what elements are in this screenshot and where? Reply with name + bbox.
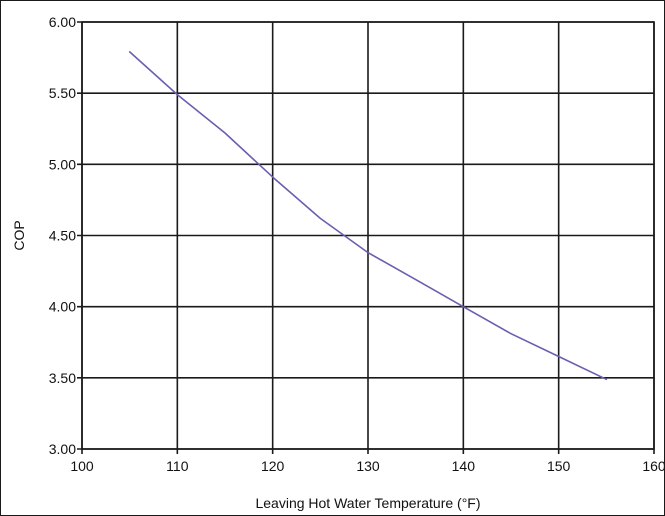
x-tick-label-110: 110 bbox=[166, 458, 189, 474]
y-tick-label-3.00: 3.00 bbox=[49, 441, 76, 457]
plot-border-layer bbox=[81, 21, 655, 450]
y-tick-label-4.50: 4.50 bbox=[49, 228, 76, 244]
x-axis-label: Leaving Hot Water Temperature (°F) bbox=[255, 495, 480, 511]
series-line-0 bbox=[128, 51, 608, 381]
x-tick-label-100: 100 bbox=[70, 458, 94, 474]
y-tick-label-5.00: 5.00 bbox=[49, 156, 76, 172]
y-tick-label-6.00: 6.00 bbox=[49, 14, 76, 30]
x-tick-label-150: 150 bbox=[547, 458, 571, 474]
grid bbox=[77, 21, 655, 454]
x-tick-label-120: 120 bbox=[261, 458, 285, 474]
y-tick-label-5.50: 5.50 bbox=[49, 85, 76, 101]
x-tick-label-130: 130 bbox=[356, 458, 380, 474]
plot-border bbox=[81, 21, 655, 450]
series-layer bbox=[128, 51, 608, 381]
y-tick-label-3.50: 3.50 bbox=[49, 370, 76, 386]
x-tick-label-160: 160 bbox=[642, 458, 664, 474]
tick-labels: 100 110 120 130 140 150 160 3.00 3.50 4.00 4.50 5.0… bbox=[49, 14, 664, 474]
x-tick-label-140: 140 bbox=[452, 458, 476, 474]
y-axis-label: COP bbox=[11, 220, 27, 250]
y-tick-label-4.00: 4.00 bbox=[49, 299, 76, 315]
